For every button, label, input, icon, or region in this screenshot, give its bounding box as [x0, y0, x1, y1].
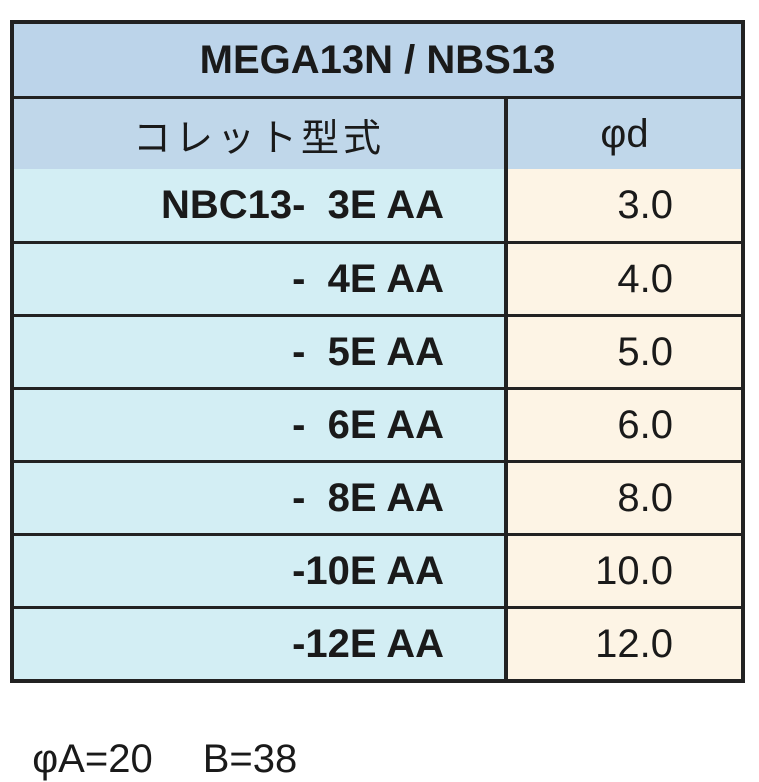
header-cell: φd [508, 99, 741, 169]
table-row: - 6E AA 6.0 [14, 387, 741, 460]
diameter: 3.0 [508, 169, 741, 241]
collet-type: - 4E AA [14, 244, 508, 314]
diameter: 10.0 [508, 536, 741, 606]
table-row: - 8E AA 8.0 [14, 460, 741, 533]
diameter: 12.0 [508, 609, 741, 679]
page: MEGA13N / NBS13 コレット型式 φd NBC13- 3E AA 3.… [10, 20, 745, 781]
footer-text: φA=20 [32, 737, 153, 781]
collet-type: NBC13- 3E AA [14, 169, 508, 241]
table-title: MEGA13N / NBS13 [14, 24, 741, 96]
diameter: 4.0 [508, 244, 741, 314]
diameter: 5.0 [508, 317, 741, 387]
collet-type: - 5E AA [14, 317, 508, 387]
collet-type: - 6E AA [14, 390, 508, 460]
table-row: -10E AA 10.0 [14, 533, 741, 606]
footer-text: B=38 [202, 737, 298, 781]
header-row: コレット型式 φd [14, 96, 741, 169]
collet-type: -12E AA [14, 609, 508, 679]
title-row: MEGA13N / NBS13 [14, 24, 741, 96]
diameter: 8.0 [508, 463, 741, 533]
diameter: 6.0 [508, 390, 741, 460]
table-row: NBC13- 3E AA 3.0 [14, 169, 741, 241]
table-row: - 5E AA 5.0 [14, 314, 741, 387]
collet-type: - 8E AA [14, 463, 508, 533]
collet-type: -10E AA [14, 536, 508, 606]
footer-note: φA=20 B=38 [10, 692, 297, 782]
table-row: -12E AA 12.0 [14, 606, 741, 679]
table-body: NBC13- 3E AA 3.0- 4E AA 4.0- 5E AA 5.0- 6E … [14, 169, 741, 679]
header-cell: コレット型式 [14, 99, 508, 169]
table-row: - 4E AA 4.0 [14, 241, 741, 314]
collet-table: MEGA13N / NBS13 コレット型式 φd NBC13- 3E AA 3.… [10, 20, 745, 683]
